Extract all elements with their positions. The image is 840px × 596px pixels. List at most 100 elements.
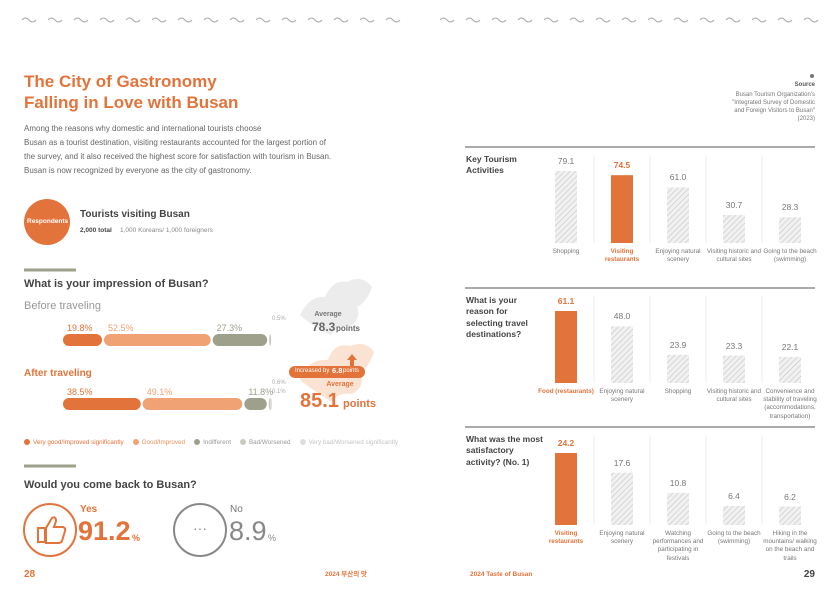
- chart-title: What is your reason for selecting travel…: [466, 295, 528, 340]
- yes-label: Yes: [80, 504, 98, 515]
- value-label: 23.3: [725, 340, 743, 351]
- category-label: Enjoying natural scenery: [599, 530, 645, 546]
- value-label: 48.0: [613, 311, 631, 322]
- respondents-badge: Respondents: [27, 218, 69, 225]
- category-label: Enjoying natural scenery: [599, 388, 645, 404]
- bar: [723, 355, 745, 383]
- bar: [555, 311, 577, 383]
- legend-item: Bad/Worsened: [239, 439, 291, 446]
- value-label: 74.5: [613, 160, 631, 171]
- legend-dot: [239, 439, 246, 445]
- average-unit: points: [343, 398, 376, 410]
- category-label: Shopping: [664, 388, 692, 395]
- average-value: 85.1: [300, 390, 339, 412]
- bar: [723, 215, 745, 243]
- legend-text: Bad/Worsened: [248, 439, 291, 446]
- value-label: 0.1%: [272, 389, 286, 395]
- value-label: 23.9: [669, 339, 687, 350]
- chart-title: What is your impression of Busan?: [24, 278, 209, 290]
- value-label: 30.7: [725, 200, 743, 211]
- wave-decoration: [21, 17, 819, 23]
- legend-item: Indifferent: [194, 439, 231, 446]
- bar: [611, 175, 633, 243]
- increase-value: 6.8: [332, 366, 343, 375]
- row-label: Before traveling: [24, 300, 102, 312]
- category-label: Visiting restaurants: [604, 248, 640, 264]
- legend: Very good/Improved significantly Good/Imp…: [24, 439, 398, 446]
- bar-segment: [270, 398, 272, 410]
- value-label: 6.4: [728, 490, 740, 501]
- row-label: After traveling: [24, 368, 92, 379]
- increase-text: Increased by: [295, 368, 330, 374]
- intro-line: Among the reasons why domestic and inter…: [24, 124, 262, 133]
- bar: [779, 217, 801, 243]
- intro-line: the survey, and it also received the hig…: [24, 152, 332, 161]
- intro-line: Busan is now recognized by everyone as t…: [24, 166, 252, 175]
- title: The City of Gastronomy: [24, 72, 217, 91]
- value-label: 11.8%: [248, 387, 274, 397]
- intro-line: Busan as a tourist destination, visiting…: [24, 138, 326, 147]
- value-label: 27.3%: [216, 323, 243, 333]
- value-label: 24.2: [557, 438, 575, 448]
- bar-segment: [142, 398, 243, 410]
- increase-unit: points: [343, 368, 360, 374]
- category-label: Going to the beach (swimming): [707, 530, 761, 546]
- legend-item: Very bad/Worsened significantly: [299, 439, 398, 446]
- value-label: 6.2: [784, 491, 796, 502]
- bar-segment: [103, 334, 211, 346]
- bar: [779, 356, 801, 383]
- chart-title: What was the most satisfactory activity?…: [466, 434, 543, 467]
- value-label: 38.5%: [67, 387, 93, 397]
- category-label: Going to the beach (swimming): [763, 248, 817, 264]
- category-label: Visiting historic and cultural sites: [706, 248, 762, 264]
- bar: [667, 492, 689, 525]
- category-label: Visiting restaurants: [548, 530, 584, 546]
- average-label: Average: [314, 311, 342, 318]
- bar-segment: [244, 398, 267, 410]
- footer: 2024 Taste of Busan: [470, 571, 533, 578]
- category-label: Food (restaurants): [538, 388, 594, 395]
- value-label: 61.0: [669, 172, 687, 183]
- dots-icon: [173, 503, 227, 557]
- bar: [723, 505, 745, 525]
- legend-dot: [132, 439, 139, 445]
- source-line: (2023): [797, 116, 815, 122]
- no-unit: %: [268, 533, 277, 543]
- legend-item: Very good/Improved significantly: [24, 439, 124, 446]
- bar-segment: [63, 334, 102, 346]
- category-label: Visiting historic and cultural sites: [706, 388, 762, 404]
- bar: [611, 472, 633, 525]
- source-dot: [810, 74, 814, 78]
- legend-text: Indifferent: [203, 439, 231, 446]
- bar-segment: [63, 398, 141, 410]
- category-label: Convenience and stability of traveling (…: [763, 388, 817, 420]
- value-label: 28.3: [781, 202, 799, 213]
- no-value: 8.9: [229, 516, 267, 546]
- respondents-title: Tourists visiting Busan: [80, 209, 190, 220]
- page-number: 29: [803, 569, 815, 580]
- increase-arrow: [347, 354, 357, 366]
- value-label: 22.1: [781, 341, 799, 352]
- category-label: Shopping: [552, 248, 580, 255]
- chart-title: Key Tourism Activities: [466, 154, 517, 176]
- category-label: Hiking in the mountains/ walking on the …: [763, 530, 817, 562]
- respondents-total: 2,000 total: [80, 227, 112, 234]
- average-label: Average: [326, 381, 354, 388]
- value-label: 0.6%: [272, 380, 286, 386]
- map-before: [300, 278, 372, 335]
- value-label: 17.6: [613, 457, 631, 468]
- value-label: 10.8: [669, 477, 687, 488]
- respondents-badge: [24, 199, 70, 245]
- value-label: 52.5%: [107, 323, 134, 333]
- title: Falling in Love with Busan: [24, 93, 239, 112]
- bar: [555, 171, 577, 243]
- average-unit: points: [336, 324, 360, 333]
- category-label: Enjoying natural scenery: [655, 248, 701, 264]
- legend-dot: [299, 439, 306, 445]
- question: Would you come back to Busan?: [24, 479, 197, 491]
- category-label: Watching performances and participating …: [652, 530, 704, 562]
- average-value: 78.3: [312, 320, 336, 334]
- dots-icon: ···: [193, 520, 207, 536]
